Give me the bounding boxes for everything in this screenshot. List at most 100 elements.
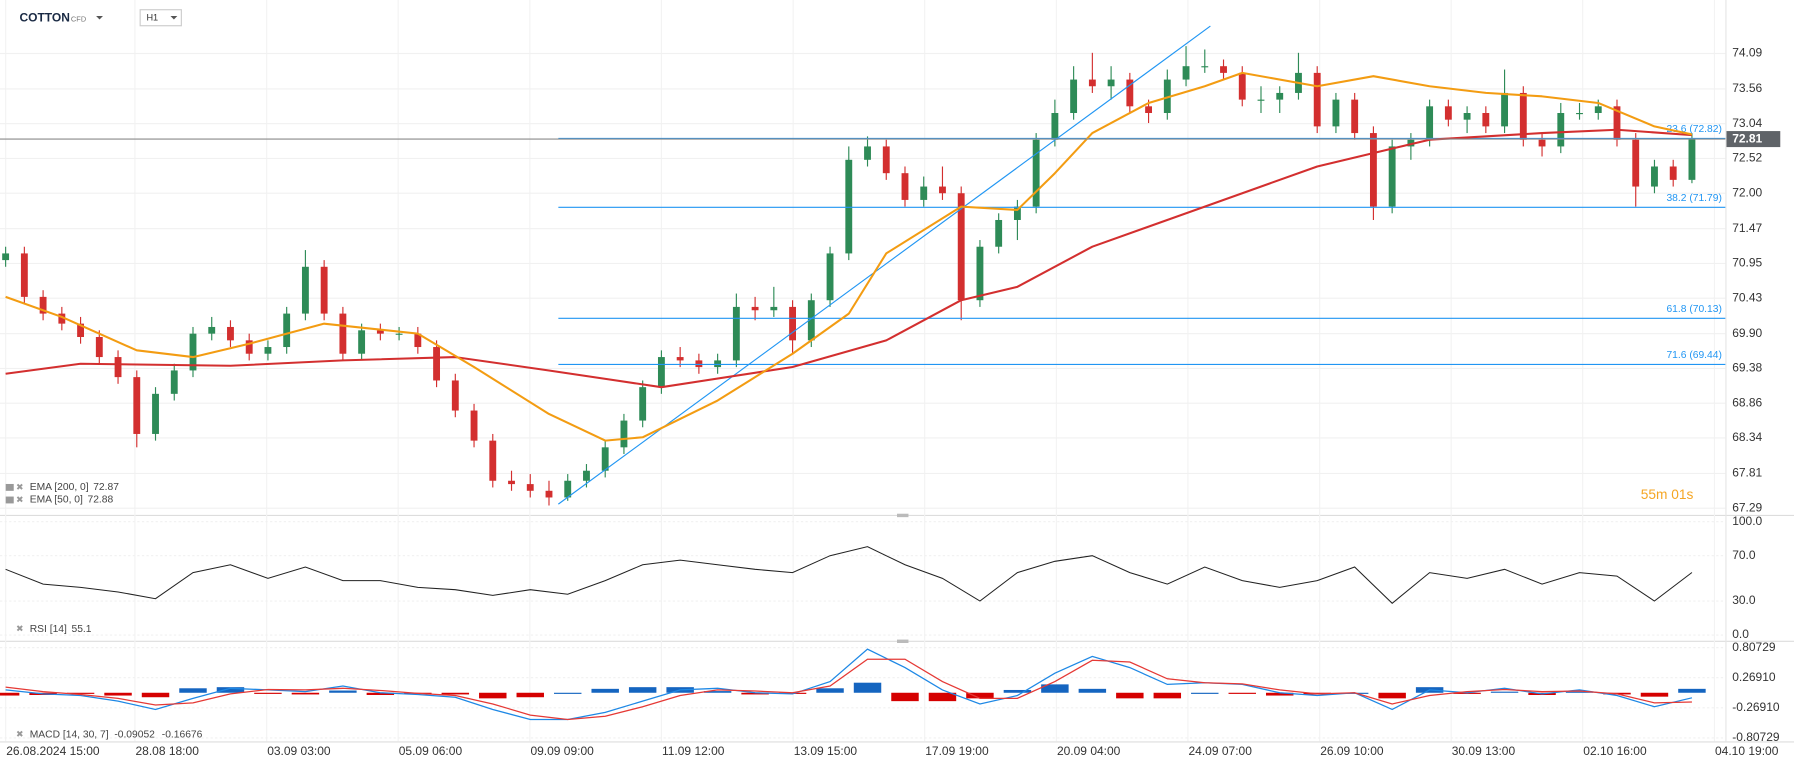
candle-body [470,410,478,441]
x-tick-label: 17.09 19:00 [925,744,989,758]
macd-histogram-bar [1265,692,1294,696]
candle-body [1070,79,1078,114]
y-tick-label: 71.47 [1732,221,1762,235]
y-tick-label: 73.56 [1732,81,1762,95]
macd-histogram-bar [1191,692,1219,694]
y-tick-label: 68.34 [1732,430,1762,444]
candle-body [1444,106,1452,120]
macd-histogram-bar [104,692,132,696]
rsi-line [5,546,1693,604]
candle-body [1088,79,1096,87]
legend-name: MACD [14, 30, 7] [30,729,109,740]
y-tick-label: 72.00 [1732,185,1762,199]
candle-body [189,333,197,371]
macd-histogram-bar [291,692,320,695]
y-tick-label: -0.26910 [1732,700,1780,714]
resize-handle[interactable] [897,513,909,518]
y-tick-label: 69.90 [1732,326,1762,340]
y-tick-label: 70.95 [1732,256,1762,270]
fib-label: 71.6 (69.44) [1666,350,1721,361]
candle-body [1126,79,1134,107]
macd-histogram-bar [479,692,507,699]
candle-body [1463,113,1471,120]
resize-handle[interactable] [897,639,909,644]
macd-histogram-bar [853,682,882,693]
x-tick-label: 13.09 15:00 [794,744,858,758]
macd-histogram-bar [816,688,844,693]
candle-body [1107,79,1115,87]
macd-histogram-bar [703,691,732,693]
macd-histogram-bar [891,692,919,702]
candle-body [1182,66,1190,80]
candle-body [20,253,28,297]
candle-body [1594,106,1602,114]
y-tick-label: 67.29 [1732,500,1762,514]
candle-body [1482,113,1490,127]
candle-body [395,333,403,335]
candle-body [1519,92,1527,140]
x-tick-label: 20.09 04:00 [1057,744,1121,758]
y-tick-label: 69.38 [1732,361,1762,375]
dropdown-arrow[interactable] [170,16,178,20]
macd-histogram-bar [1078,688,1107,693]
candle-body [1688,139,1696,180]
candle-body [376,330,384,334]
candle-body [114,357,122,378]
candle-body [1238,72,1246,100]
candle-body [358,330,366,354]
candle-body [920,186,928,200]
candle-body [583,470,590,481]
candle-body [133,377,141,434]
last-price-label: 72.81 [1732,131,1762,145]
candle-body [770,306,778,311]
interval[interactable]: H1 [146,13,158,23]
candle-body [676,357,684,361]
macd-histogram-bar [1490,691,1519,693]
legend-close[interactable]: ✖ [16,494,24,504]
macd-histogram-bar [254,692,282,694]
candle-body [657,357,665,388]
candle-body [639,387,647,421]
ema-line [5,71,1693,442]
candle-body [39,296,47,314]
legend-icon [5,483,14,491]
candle-body [1220,66,1227,73]
legend-close[interactable]: ✖ [16,482,24,492]
dropdown-arrow[interactable] [96,16,103,20]
macd-histogram-bar [591,688,619,693]
candle-body [1369,133,1377,207]
candle-body [451,380,459,411]
background [0,0,1794,743]
candle-body [508,480,515,485]
candle-body [1257,99,1265,101]
candle-body [1426,106,1434,140]
symbol[interactable]: COTTON [19,10,69,24]
y-tick-label: 68.86 [1732,395,1762,409]
macd-histogram-bar [329,690,357,693]
candle-body [1388,146,1396,207]
x-tick-label: 05.09 06:00 [399,744,463,758]
candle-body [864,146,871,160]
macd-line [5,648,1693,721]
interval-selector[interactable] [139,9,182,27]
legend-close[interactable]: ✖ [16,624,24,634]
candle-body [1501,92,1509,127]
candle-body [1538,139,1546,147]
macd-histogram-bar [1565,691,1594,693]
macd-histogram-bar [216,687,245,693]
fib-label: 38.2 (71.79) [1666,193,1721,204]
legend-value: -0.16676 [162,729,203,740]
candle-body [995,219,1003,247]
candle-body [732,306,740,361]
macd-line [5,658,1692,721]
macd-histogram-bar [1678,688,1706,693]
candle-body [227,326,234,341]
macd-histogram-bar [741,692,769,695]
candle-body [1201,66,1209,68]
y-tick-label: -0.80729 [1732,730,1780,744]
candle-body [1145,106,1153,114]
y-tick-label: 72.52 [1732,151,1762,165]
legend-close[interactable]: ✖ [16,729,24,739]
candle-body [620,420,628,448]
